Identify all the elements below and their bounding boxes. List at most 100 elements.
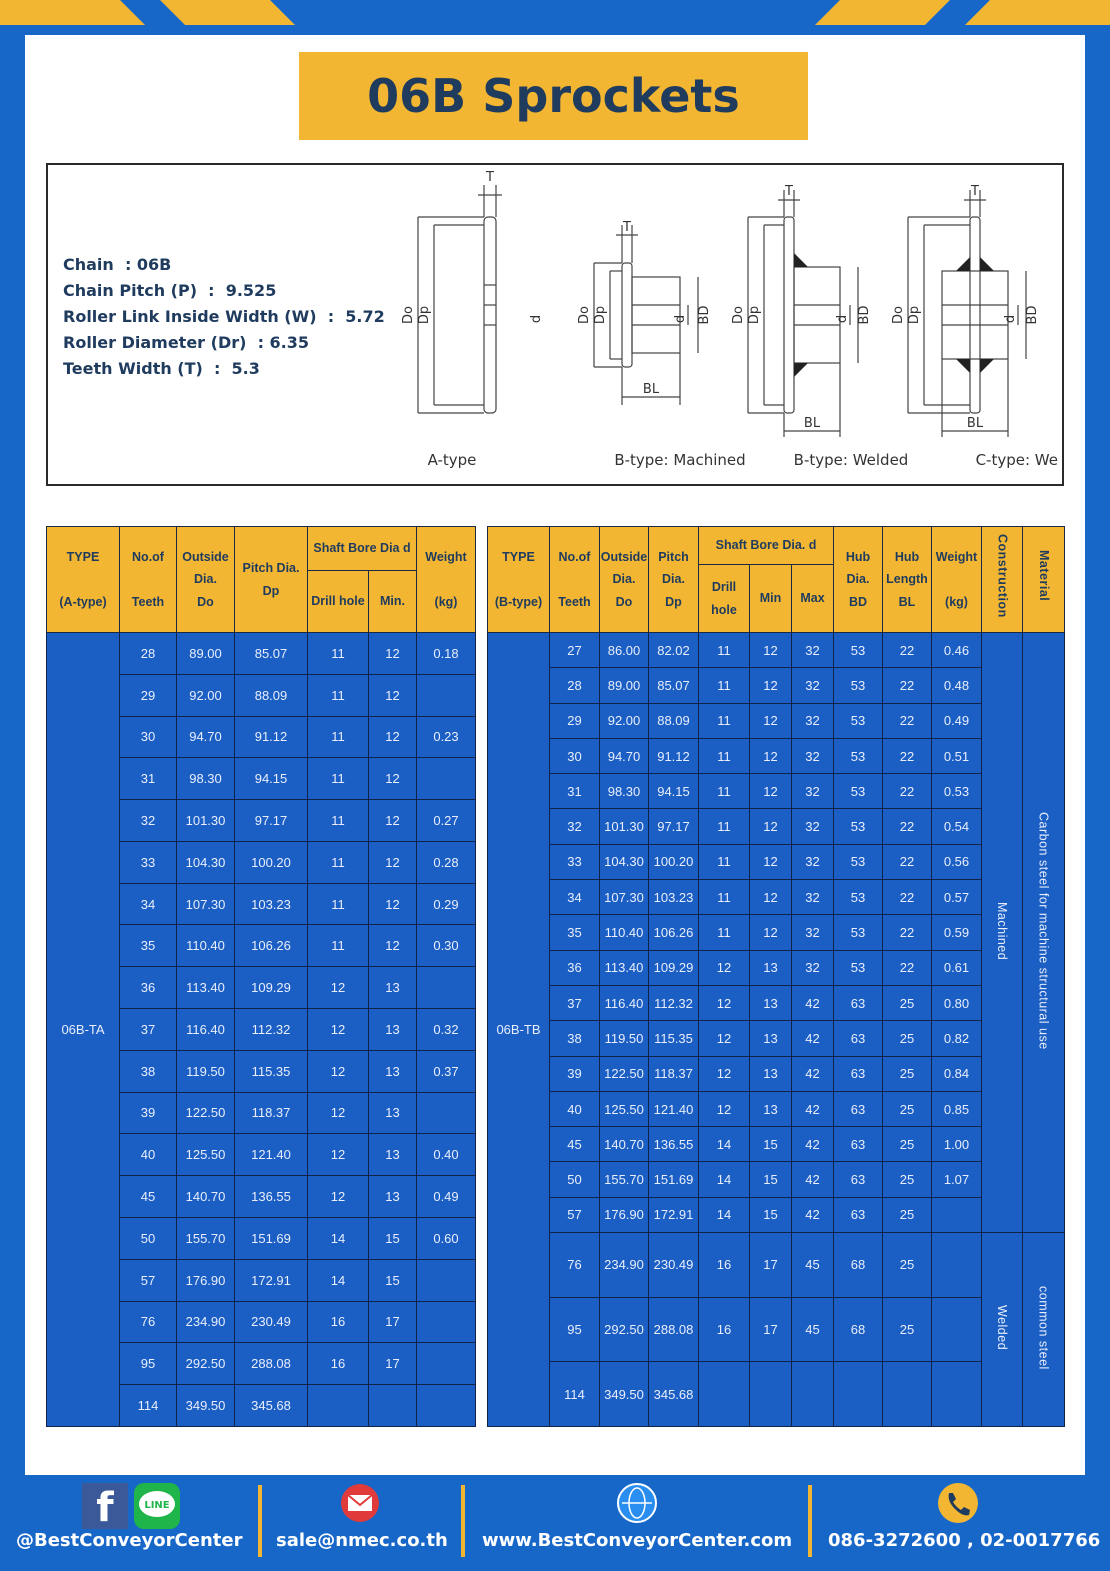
table-row: 35 110.40 106.26 11 12 32 53 22 0.59 — [488, 914, 1065, 951]
table-cell: 22 — [882, 773, 932, 810]
header: Outside Dia. Do — [176, 526, 235, 633]
dim-label: BL — [643, 382, 660, 397]
table-cell: 11 — [307, 632, 369, 675]
table-cell: 17 — [368, 1300, 417, 1344]
table-cell: 45 — [119, 1175, 177, 1218]
table-cell: 22 — [882, 631, 932, 669]
table-cell: 53 — [833, 737, 883, 775]
header: Min — [749, 564, 792, 633]
table-cell: 14 — [698, 1196, 750, 1234]
dim-label: d — [529, 315, 544, 323]
table-cell: 76 — [119, 1300, 177, 1344]
table-cell: 32 — [791, 702, 834, 739]
table-cell — [833, 1361, 883, 1427]
table-cell: 122.50 — [176, 1091, 235, 1135]
table-cell: 25 — [882, 1196, 932, 1234]
table-cell: 86.00 — [599, 631, 649, 669]
table-cell: 11 — [698, 808, 750, 845]
table-cell: 230.49 — [234, 1300, 308, 1344]
table-cell: 29 — [119, 673, 177, 717]
spec-line: Chain Pitch (P) : 9.525 — [63, 281, 277, 300]
table-cell: 112.32 — [234, 1008, 308, 1051]
header: Pitch Dia. Dp — [648, 526, 699, 633]
table-b-type: TYPE (B-type) No.of Teeth Outside Dia. Do Pi… — [487, 526, 1065, 1427]
diagram-caption: B-type: Machined — [614, 451, 745, 469]
table-cell — [791, 1361, 834, 1427]
table-cell: 109.29 — [234, 966, 308, 1010]
table-cell: 22 — [882, 843, 932, 881]
table-cell: 85.07 — [648, 667, 699, 704]
table-cell: 13 — [368, 1133, 417, 1177]
phone-icon — [938, 1483, 978, 1523]
table-cell: 32 — [791, 949, 834, 986]
table-cell: 104.30 — [176, 840, 235, 884]
website[interactable]: www.BestConveyorCenter.com — [482, 1530, 793, 1551]
table-cell: 0.54 — [931, 808, 982, 845]
dim-label: BL — [967, 416, 984, 431]
table-cell: 22 — [882, 914, 932, 951]
facebook-handle[interactable]: @BestConveyorCenter — [16, 1530, 243, 1551]
table-cell: 25 — [882, 984, 932, 1022]
table-cell — [931, 1296, 982, 1363]
table-cell: 1.00 — [931, 1126, 982, 1163]
table-cell: 22 — [882, 702, 932, 739]
table-cell: 30 — [549, 737, 600, 775]
header-line: (kg) — [945, 594, 968, 609]
table-cell: 12 — [698, 949, 750, 986]
header-line: BL — [898, 594, 916, 609]
table-cell: 25 — [882, 1126, 932, 1163]
table-cell: 0.48 — [931, 667, 982, 704]
phone[interactable]: 086-3272600 , 02-0017766 — [828, 1530, 1101, 1551]
table-cell: 95 — [549, 1296, 600, 1363]
table-cell: 25 — [882, 1161, 932, 1198]
table-row: 29 92.00 88.09 11 12 — [47, 673, 476, 717]
table-cell: 63 — [833, 1020, 883, 1057]
table-cell: 13 — [368, 1091, 417, 1135]
table-cell: 115.35 — [648, 1020, 699, 1057]
table-cell: 89.00 — [599, 667, 649, 704]
table-row: 35 110.40 106.26 11 12 0.30 — [47, 924, 476, 968]
table-cell: 0.57 — [931, 879, 982, 916]
table-cell: 0.30 — [416, 924, 476, 968]
table-row: 114 349.50 345.68 — [47, 1384, 476, 1427]
table-row: 30 94.70 91.12 11 12 0.23 — [47, 715, 476, 759]
table-row: 28 89.00 85.07 11 12 32 53 22 0.48 — [488, 667, 1065, 704]
table-row: 33 104.30 100.20 11 12 0.28 — [47, 840, 476, 884]
table-cell — [416, 1258, 476, 1302]
spec-box: Chain : 06B Chain Pitch (P) : 9.525 Roll… — [46, 163, 1064, 486]
table-cell: 114 — [549, 1361, 600, 1427]
table-row: 29 92.00 88.09 11 12 32 53 22 0.49 — [488, 702, 1065, 739]
header: Outside Dia. Do — [599, 526, 649, 633]
table-cell: 234.90 — [176, 1300, 235, 1344]
email[interactable]: sale@nmec.co.th — [276, 1530, 448, 1551]
spec-line: Teeth Width (T) : 5.3 — [63, 359, 260, 378]
table-cell: 136.55 — [234, 1175, 308, 1218]
table-cell: 13 — [749, 1020, 792, 1057]
table-row: 57 176.90 172.91 14 15 — [47, 1258, 476, 1302]
diagram-caption: B-type: Welded — [794, 451, 909, 469]
table-cell: 11 — [698, 914, 750, 951]
table-cell: 45 — [791, 1296, 834, 1363]
diagram-caption: C-type: Welded — [976, 451, 1058, 469]
header-line: Pitch — [658, 549, 689, 564]
table-row: 50 155.70 151.69 14 15 42 63 25 1.07 — [488, 1161, 1065, 1198]
table-row: 40 125.50 121.40 12 13 42 63 25 0.85 — [488, 1090, 1065, 1128]
table-cell: 113.40 — [176, 966, 235, 1010]
table-cell: 12 — [698, 1020, 750, 1057]
table-cell: 1.07 — [931, 1161, 982, 1198]
table-cell: 63 — [833, 1055, 883, 1092]
table-cell: 106.26 — [234, 924, 308, 968]
table-cell: 50 — [119, 1216, 177, 1260]
table-cell: 17 — [368, 1342, 417, 1386]
header-line: Weight — [935, 549, 978, 564]
table-cell: 288.08 — [648, 1296, 699, 1363]
table-cell: 12 — [368, 924, 417, 968]
table-cell — [931, 1361, 982, 1427]
footer-icons: f LINE — [82, 1483, 978, 1531]
header: Max — [791, 564, 834, 633]
table-cell: 11 — [307, 882, 369, 926]
header: No.of Teeth — [549, 526, 600, 633]
table-cell: 89.00 — [176, 632, 235, 675]
table-cell: 0.85 — [931, 1090, 982, 1128]
dim-label: T — [970, 184, 979, 199]
